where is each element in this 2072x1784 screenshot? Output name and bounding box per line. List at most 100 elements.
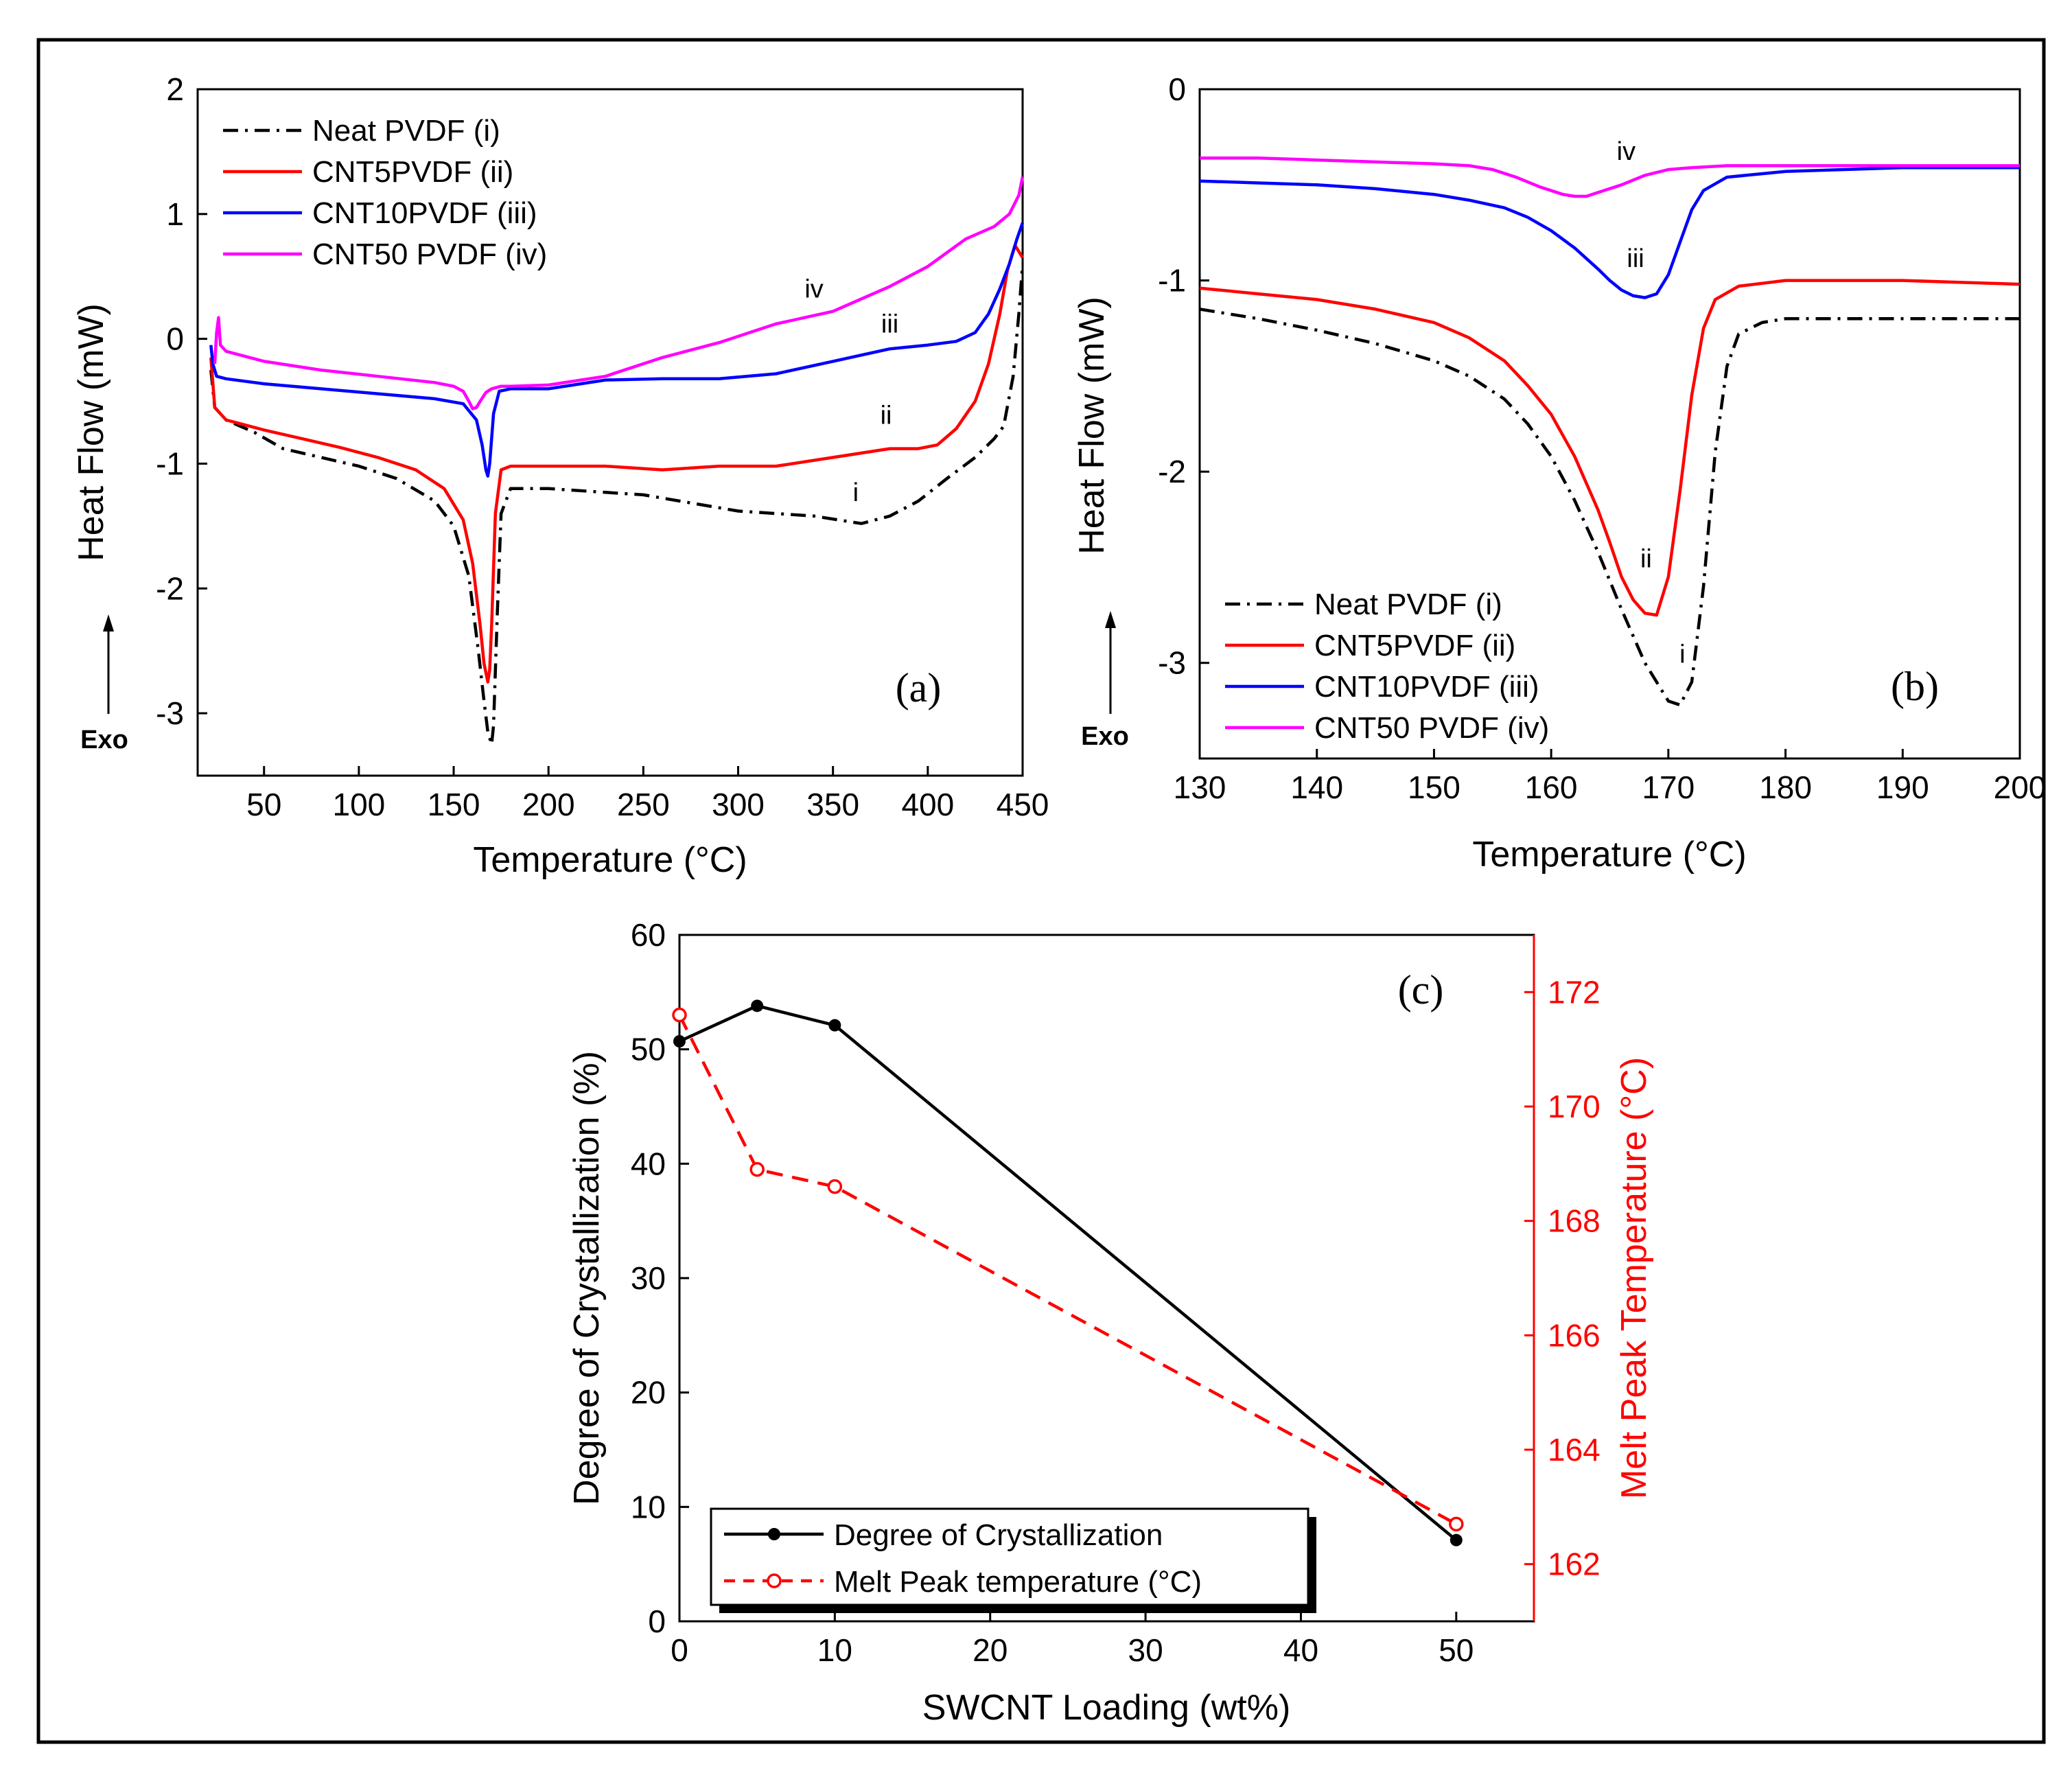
- panel-b-chart: 130 140 150 160 170 180 190 200 -3 -2 -1 0 Neat PVD…: [1072, 71, 2046, 874]
- x-tick-label: 0: [671, 1632, 688, 1668]
- x-tick-label: 300: [712, 787, 765, 822]
- panel-b-plot-frame: [1198, 88, 2021, 760]
- y-tick-label: -3: [1158, 645, 1186, 681]
- x-tick-label: 200: [522, 787, 575, 822]
- x-tick-label: 140: [1290, 769, 1343, 805]
- legend-label-1: Degree of Crystallization: [834, 1518, 1163, 1552]
- y-tick-label: -2: [1158, 454, 1186, 489]
- y-left-tick-label: 40: [631, 1146, 666, 1181]
- y-tick-label: -1: [1158, 263, 1186, 299]
- y-tick-label: 1: [166, 196, 184, 232]
- data-point: [828, 1019, 841, 1032]
- data-point: [672, 1007, 687, 1023]
- x-tick-label: 50: [246, 787, 281, 822]
- panel-c-xlabel: SWCNT Loading (wt%): [922, 1688, 1291, 1728]
- x-tick-label: 350: [806, 787, 859, 822]
- panel-b-ylabel: Heat Flow (mW): [1072, 297, 1112, 555]
- x-tick-label: 40: [1283, 1632, 1318, 1668]
- legend-label-2: CNT5PVDF (ii): [1314, 629, 1515, 662]
- panel-a-label: (a): [896, 665, 942, 710]
- series-marker-label-3: iii: [881, 310, 898, 339]
- legend-label-3: CNT10PVDF (iii): [1314, 670, 1539, 704]
- legend-label-2: CNT5PVDF (ii): [312, 155, 513, 189]
- series-line-1: [679, 1004, 1458, 1542]
- legend-marker-2: [767, 1573, 782, 1588]
- panel-c-chart: 0 10 20 30 40 50 0 10 20 30 40 50 60 162 164 166 168 170 1…: [567, 917, 1654, 1728]
- y-left-tick-label: 0: [648, 1603, 666, 1639]
- y-right-tick-label: 164: [1548, 1432, 1600, 1468]
- x-tick-label: 150: [428, 787, 480, 822]
- series-line-2: [209, 244, 1024, 684]
- y-left-tick-label: 60: [631, 917, 666, 953]
- series-line-1: [209, 264, 1025, 746]
- series-marker-label-1: i: [1679, 640, 1685, 669]
- panel-a-ylabel: Heat Flow (mW): [71, 303, 111, 561]
- series-line-3: [209, 222, 1025, 478]
- panel-c-ylabel-right: Melt Peak Temperature (°C): [1614, 1057, 1654, 1499]
- y-left-tick-label: 50: [631, 1032, 666, 1067]
- series-marker-label-3: iii: [1627, 244, 1644, 273]
- x-tick-label: 190: [1876, 769, 1929, 805]
- y-tick-label: 0: [1168, 71, 1186, 107]
- data-point: [1449, 1516, 1464, 1532]
- y-left-tick-label: 10: [631, 1489, 666, 1525]
- data-point: [751, 999, 764, 1012]
- legend-label-1: Neat PVDF (i): [312, 114, 500, 148]
- y-right-tick-label: 166: [1548, 1317, 1600, 1353]
- x-tick-label: 130: [1174, 769, 1226, 805]
- x-tick-label: 20: [973, 1632, 1008, 1668]
- series-line-2: [1199, 279, 2021, 617]
- legend-label-1: Neat PVDF (i): [1314, 588, 1502, 621]
- panel-b-label: (b): [1891, 664, 1939, 709]
- figure-frame: [36, 38, 2046, 1744]
- series-line-2: [677, 1014, 1457, 1526]
- y-right-tick-label: 162: [1548, 1546, 1600, 1582]
- series-marker-label-1: i: [853, 478, 859, 507]
- y-tick-label: 2: [166, 71, 184, 107]
- panel-a-plot-frame: [196, 88, 1024, 777]
- series-marker-label-4: iv: [804, 275, 823, 304]
- x-tick-label: 160: [1525, 769, 1578, 805]
- legend-label-4: CNT50 PVDF (iv): [1314, 711, 1549, 745]
- y-left-tick-label: 30: [631, 1260, 666, 1296]
- x-tick-label: 180: [1759, 769, 1812, 805]
- series-line-1: [1199, 308, 2020, 707]
- data-point: [673, 1035, 686, 1047]
- y-left-tick-label: 20: [631, 1375, 666, 1411]
- x-tick-label: 100: [332, 787, 385, 822]
- data-point: [1450, 1533, 1463, 1546]
- legend-label-2: Melt Peak temperature (°C): [834, 1565, 1202, 1599]
- x-tick-label: 250: [617, 787, 670, 822]
- series-line-4: [213, 176, 1025, 410]
- y-tick-label: 0: [166, 321, 184, 357]
- legend-label-4: CNT50 PVDF (iv): [312, 238, 547, 271]
- panel-a-chart: 50 100 150 200 250 300 350 400 450 -3 -2 -1 0 1 2 Neat…: [71, 71, 1049, 880]
- panel-a-exo-label: Exo: [80, 726, 128, 754]
- x-tick-label: 200: [1994, 769, 2047, 805]
- y-right-tick-label: 170: [1548, 1089, 1600, 1124]
- y-tick-label: -3: [156, 695, 184, 731]
- series-marker-label-2: ii: [1640, 544, 1652, 573]
- y-tick-label: -2: [156, 570, 184, 606]
- x-tick-label: 50: [1439, 1632, 1474, 1668]
- series-line-4: [1200, 157, 2020, 198]
- legend-box: [710, 1507, 1309, 1606]
- data-point: [827, 1179, 843, 1194]
- panel-b-exo-label: Exo: [1081, 722, 1129, 751]
- series-marker-label-4: iv: [1617, 137, 1636, 166]
- x-tick-label: 30: [1128, 1632, 1163, 1668]
- x-tick-label: 450: [997, 787, 1049, 822]
- series-marker-label-2: ii: [881, 401, 892, 430]
- panel-a-xlabel: Temperature (°C): [473, 840, 747, 880]
- panel-b-exo-arrowhead: [1105, 611, 1116, 628]
- panel-b-xlabel: Temperature (°C): [1472, 835, 1746, 874]
- x-tick-label: 150: [1408, 769, 1460, 805]
- y-tick-label: -1: [156, 445, 184, 481]
- panel-c-ylabel-left: Degree of Crystallization (%): [567, 1051, 607, 1505]
- panel-a-exo-arrowhead: [103, 614, 114, 632]
- x-tick-label: 400: [901, 787, 954, 822]
- legend-label-3: CNT10PVDF (iii): [312, 196, 537, 230]
- series-line-3: [1199, 165, 2020, 299]
- data-point: [749, 1161, 765, 1177]
